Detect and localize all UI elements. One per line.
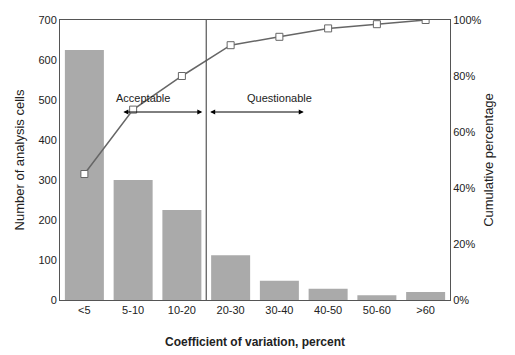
svg-text:>60: >60 — [416, 304, 435, 316]
svg-text:400: 400 — [38, 134, 56, 146]
svg-text:10-20: 10-20 — [168, 304, 196, 316]
svg-text:100: 100 — [38, 254, 56, 266]
svg-text:20-30: 20-30 — [217, 304, 245, 316]
svg-text:Number of analysis cells: Number of analysis cells — [12, 89, 27, 230]
svg-text:80%: 80% — [453, 70, 475, 82]
svg-text:50-60: 50-60 — [363, 304, 391, 316]
svg-text:200: 200 — [38, 214, 56, 226]
svg-text:40-50: 40-50 — [314, 304, 342, 316]
svg-text:100%: 100% — [453, 14, 481, 26]
svg-text:5-10: 5-10 — [122, 304, 144, 316]
svg-text:700: 700 — [38, 14, 56, 26]
svg-text:40%: 40% — [453, 182, 475, 194]
svg-text:30-40: 30-40 — [265, 304, 293, 316]
svg-text:Acceptable: Acceptable — [116, 92, 170, 104]
svg-text:500: 500 — [38, 94, 56, 106]
svg-text:Questionable: Questionable — [247, 92, 312, 104]
svg-text:0: 0 — [51, 294, 57, 306]
svg-text:600: 600 — [38, 54, 56, 66]
svg-text:20%: 20% — [453, 238, 475, 250]
svg-text:Coefficient of variation, perc: Coefficient of variation, percent — [165, 335, 345, 349]
svg-text:0%: 0% — [453, 294, 469, 306]
svg-text:300: 300 — [38, 174, 56, 186]
svg-text:60%: 60% — [453, 126, 475, 138]
svg-text:<5: <5 — [78, 304, 91, 316]
svg-text:Cumulative percentage: Cumulative percentage — [481, 93, 496, 227]
